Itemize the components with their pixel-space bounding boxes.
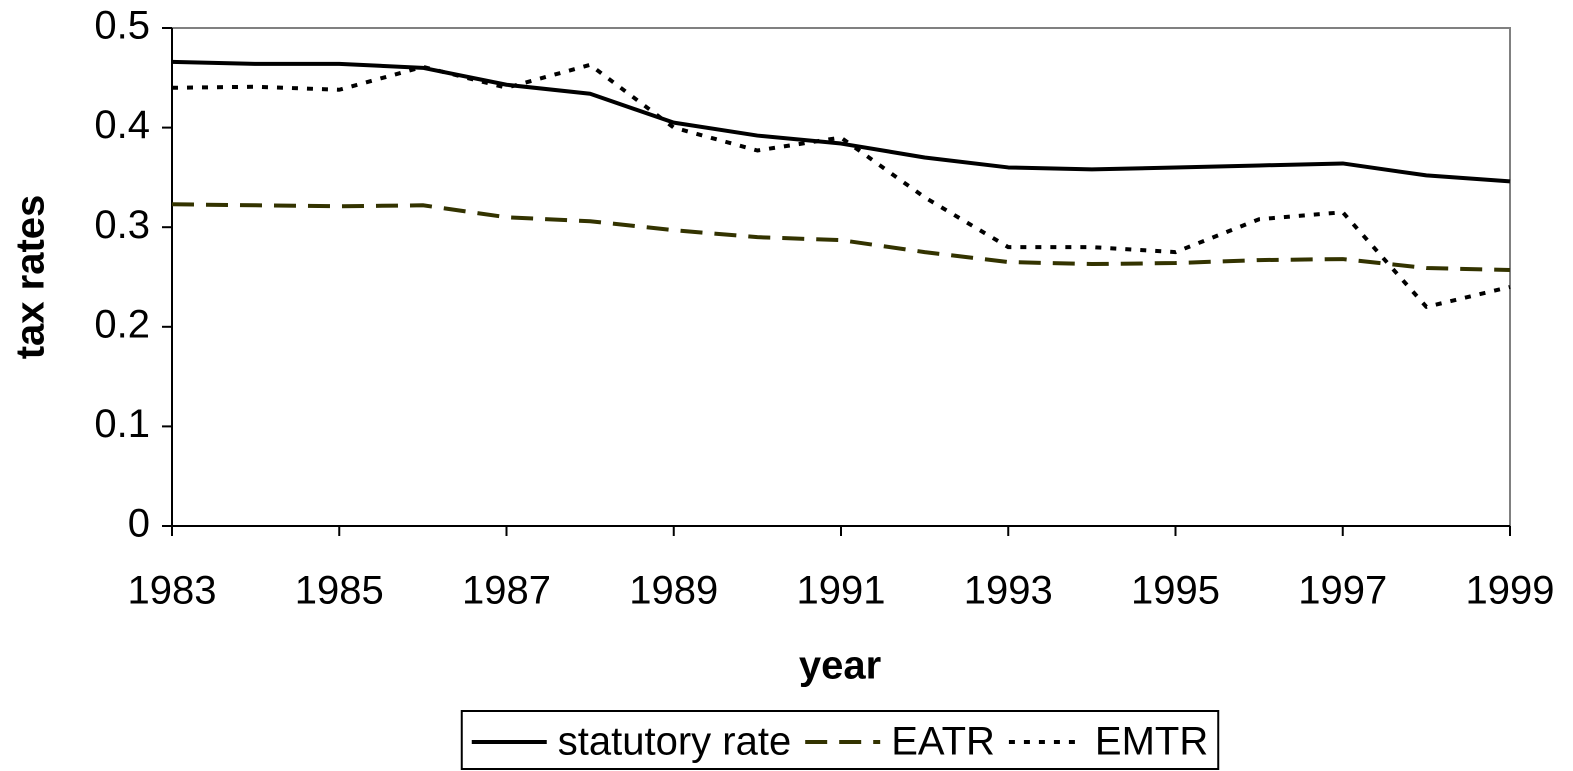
line-series [171,59,1511,184]
y-tick-label: 0.2 [94,302,150,346]
legend: statutory rate EATR EMTR [460,710,1220,770]
y-tick-label: 0.4 [94,103,150,147]
line-series [171,202,1511,273]
legend-label: EMTR [1095,720,1208,764]
x-axis-label: year [799,644,881,688]
x-tick-label: 1995 [1131,569,1220,613]
x-tick-label: 1997 [1298,569,1387,613]
y-tick-label: 0.3 [94,203,150,247]
x-tick-label: 1983 [128,569,217,613]
x-tick-label: 1993 [964,569,1053,613]
x-tick-label: 1989 [629,569,718,613]
y-tick-label: 0 [128,502,150,546]
line-series [171,62,1511,309]
x-tick-label: 1985 [295,569,384,613]
plot-area [171,27,1511,527]
legend-label: EATR [891,720,995,764]
y-tick-label: 0.1 [94,402,150,446]
y-tick-label: 0.5 [94,4,150,48]
legend-label: statutory rate [558,720,791,764]
y-axis-label: tax rates [9,195,53,360]
x-tick-label: 1991 [797,569,886,613]
x-tick-label: 1987 [462,569,551,613]
x-tick-label: 1999 [1466,569,1555,613]
